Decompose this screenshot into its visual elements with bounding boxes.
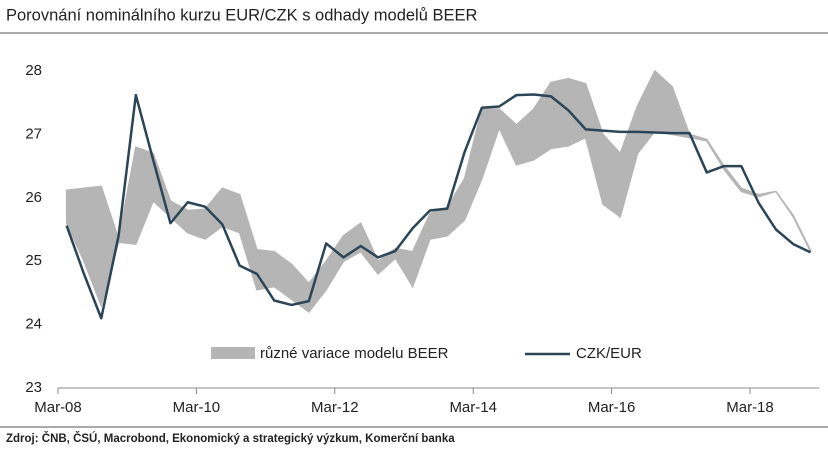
y-tick-label: 25 bbox=[25, 252, 42, 269]
x-tick-label: Mar-18 bbox=[726, 399, 774, 416]
source: Zdroj: ČNB, ČSÚ, Macrobond, Ekonomický a… bbox=[6, 432, 455, 445]
y-tick-label: 24 bbox=[25, 316, 42, 333]
legend-swatch bbox=[211, 347, 255, 359]
chart-title: Porovnání nominálního kurzu EUR/CZK s od… bbox=[6, 6, 477, 24]
y-tick-label: 26 bbox=[25, 189, 42, 206]
model-band bbox=[65, 69, 812, 313]
x-tick-label: Mar-10 bbox=[173, 399, 221, 416]
y-tick-label: 27 bbox=[25, 125, 42, 142]
x-tick-label: Mar-14 bbox=[449, 399, 497, 416]
y-tick-label: 23 bbox=[25, 379, 42, 396]
x-tick-label: Mar-12 bbox=[311, 399, 359, 416]
series-line bbox=[65, 93, 812, 320]
x-tick-label: Mar-16 bbox=[588, 399, 636, 416]
y-tick-label: 28 bbox=[25, 62, 42, 79]
legend-label: různé variace modelu BEER bbox=[260, 345, 449, 362]
legend-label: CZK/EUR bbox=[576, 345, 642, 362]
x-tick-label: Mar-08 bbox=[34, 399, 82, 416]
